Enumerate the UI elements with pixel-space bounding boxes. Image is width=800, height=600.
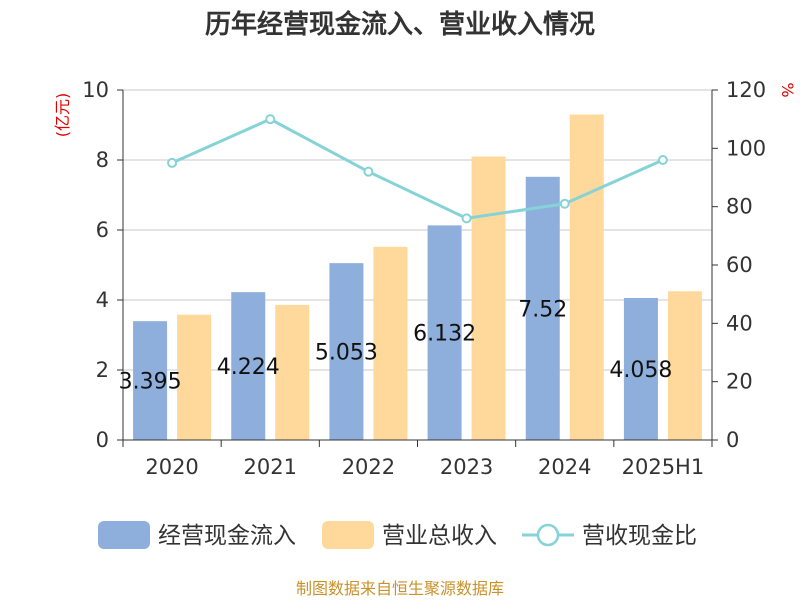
chart-title: 历年经营现金流入、营业收入情况 <box>205 9 595 40</box>
line-point <box>265 114 276 125</box>
bar-营业总收入 <box>667 291 702 440</box>
bar-营业总收入 <box>373 246 408 440</box>
legend-swatch <box>322 521 374 549</box>
right-tick-label: 40 <box>726 311 753 335</box>
bar-value-label: 3.395 <box>119 370 182 395</box>
left-tick-label: 0 <box>96 428 109 452</box>
left-tick-label: 8 <box>96 148 109 172</box>
right-tick-label: 100 <box>726 136 766 160</box>
x-tick-label: 2021 <box>244 455 297 479</box>
x-tick-label: 2020 <box>145 455 198 479</box>
x-tick-label: 2022 <box>342 455 395 479</box>
bar-经营现金流入 <box>623 297 658 440</box>
bar-经营现金流入 <box>427 225 462 440</box>
axes <box>117 89 718 447</box>
bar-营业总收入 <box>569 114 604 440</box>
bar-value-label: 6.132 <box>413 322 476 347</box>
bar-labels: 3.395 4.224 5.053 6.132 7.52 4.058 <box>119 297 673 394</box>
right-tick-label: 80 <box>726 195 753 219</box>
right-tick-label: 20 <box>726 370 753 394</box>
legend-marker <box>536 523 560 547</box>
bar-经营现金流入 <box>231 292 266 440</box>
x-tick-label: 2023 <box>440 455 493 479</box>
legend-label: 经营现金流入 <box>158 523 296 549</box>
bar-value-label: 4.224 <box>217 355 280 380</box>
legend-label: 营业总收入 <box>382 523 497 549</box>
bar-经营现金流入 <box>329 263 364 440</box>
line-point <box>167 157 178 168</box>
bars <box>133 114 702 441</box>
bar-营业总收入 <box>471 156 506 440</box>
x-tick-label: 2024 <box>538 455 591 479</box>
bar-营业总收入 <box>177 314 212 440</box>
right-axis-unit: % <box>778 82 797 97</box>
left-tick-label: 10 <box>82 78 109 102</box>
right-tick-label: 0 <box>726 428 739 452</box>
right-tick-label: 120 <box>726 78 766 102</box>
left-axis-unit: (亿元) <box>53 93 72 138</box>
left-tick-label: 4 <box>96 288 109 312</box>
bar-value-label: 7.52 <box>518 297 567 322</box>
x-tick-label: 2025H1 <box>622 455 705 479</box>
bar-经营现金流入 <box>133 321 168 440</box>
legend-swatch <box>98 521 150 549</box>
line-point <box>363 166 374 177</box>
line-point <box>657 155 668 165</box>
bar-经营现金流入 <box>525 176 560 441</box>
left-tick-label: 6 <box>96 218 109 242</box>
bar-value-label: 5.053 <box>315 341 378 366</box>
bar-营业总收入 <box>275 304 310 440</box>
left-tick-label: 2 <box>96 358 109 382</box>
ratio-line <box>167 114 668 224</box>
source-note: 制图数据来自恒生聚源数据库 <box>296 579 504 598</box>
legend-label: 营收现金比 <box>582 523 697 549</box>
bar-value-label: 4.058 <box>609 358 672 383</box>
legend: 经营现金流入 营业总收入 营收现金比 <box>98 521 697 549</box>
line-营收现金比 <box>171 117 664 220</box>
line-point <box>461 213 472 224</box>
line-point <box>559 198 570 209</box>
right-tick-label: 60 <box>726 253 753 277</box>
grid-lines <box>123 89 712 371</box>
